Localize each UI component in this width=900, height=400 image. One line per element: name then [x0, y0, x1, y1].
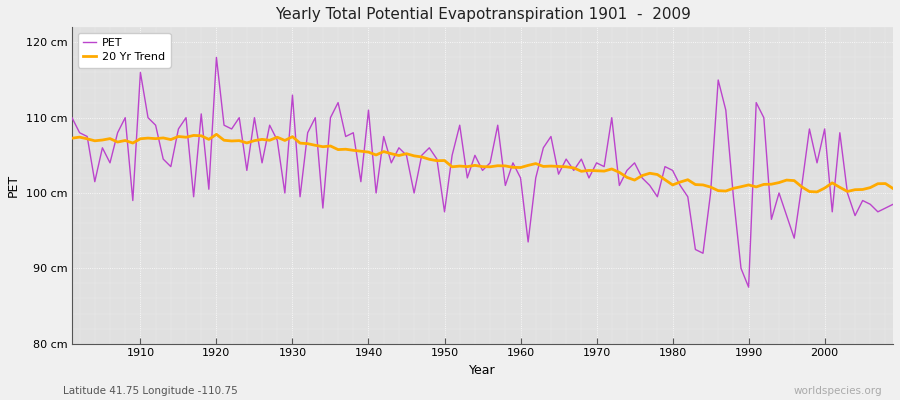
PET: [67, 115, 77, 120]
Line: 20 Yr Trend: 20 Yr Trend: [72, 134, 893, 192]
Text: Latitude 41.75 Longitude -110.75: Latitude 41.75 Longitude -110.75: [63, 386, 238, 396]
PET: [614, 183, 625, 188]
PET: [348, 130, 359, 135]
20 Yr Trend: [523, 163, 534, 168]
20 Yr Trend: [614, 170, 625, 175]
Text: worldspecies.org: worldspecies.org: [794, 386, 882, 396]
PET: [887, 202, 898, 207]
20 Yr Trend: [211, 132, 221, 137]
20 Yr Trend: [128, 141, 139, 146]
20 Yr Trend: [302, 141, 313, 146]
Y-axis label: PET: PET: [7, 174, 20, 197]
Line: PET: PET: [72, 58, 893, 287]
20 Yr Trend: [812, 190, 823, 194]
Title: Yearly Total Potential Evapotranspiration 1901  -  2009: Yearly Total Potential Evapotranspiratio…: [274, 7, 690, 22]
X-axis label: Year: Year: [469, 364, 496, 377]
PET: [523, 240, 534, 244]
Legend: PET, 20 Yr Trend: PET, 20 Yr Trend: [77, 33, 171, 68]
20 Yr Trend: [348, 148, 359, 153]
20 Yr Trend: [67, 136, 77, 141]
PET: [743, 285, 754, 290]
PET: [302, 130, 313, 135]
PET: [211, 55, 221, 60]
PET: [128, 198, 139, 203]
20 Yr Trend: [887, 186, 898, 191]
20 Yr Trend: [515, 165, 526, 170]
PET: [515, 176, 526, 180]
